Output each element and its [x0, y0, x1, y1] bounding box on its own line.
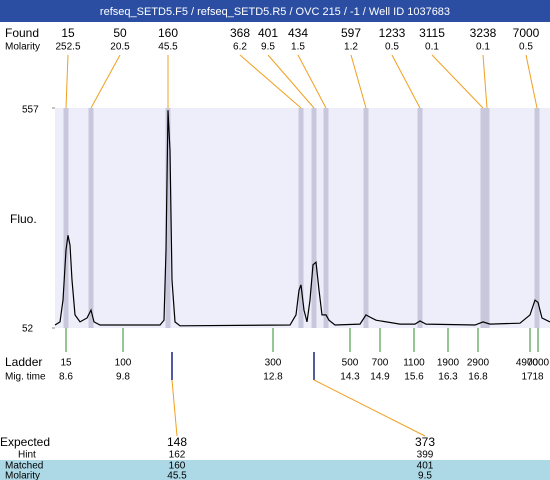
found-label: Found — [5, 26, 39, 40]
ladder-size: 100 — [115, 358, 132, 369]
peak-leader — [482, 54, 488, 109]
peak-band — [88, 108, 94, 328]
ladder-time: 14.3 — [340, 372, 360, 383]
found-size: 434 — [288, 26, 308, 40]
mig-time-label: Mig. time — [5, 372, 46, 383]
found-size: 1233 — [379, 26, 406, 40]
trace — [54, 110, 550, 327]
ladder-size: 1100 — [403, 358, 425, 369]
ladder-size: 700 — [372, 358, 389, 369]
found-molarity: 0.5 — [519, 42, 533, 53]
found-size: 160 — [158, 26, 178, 40]
found-molarity: 1.2 — [344, 42, 358, 53]
peak-leader — [431, 54, 484, 109]
found-molarity: 0.1 — [476, 42, 490, 53]
found-size: 597 — [341, 26, 361, 40]
peak-band — [484, 108, 490, 328]
peak-leader — [297, 54, 327, 109]
expected-size: 148 — [167, 435, 187, 449]
expected-molarity: 45.5 — [167, 471, 187, 480]
found-molarity: 0.5 — [385, 42, 399, 53]
y-label: Fluo. — [10, 212, 37, 226]
peak-band — [417, 108, 423, 328]
peak-band — [298, 108, 304, 328]
molarity-label: Molarity — [5, 42, 40, 53]
peak-band — [165, 108, 171, 328]
found-size: 3238 — [470, 26, 497, 40]
found-size: 7000 — [513, 26, 540, 40]
ladder-time: 15.6 — [404, 372, 424, 383]
ladder-time: 8.6 — [59, 372, 73, 383]
title: refseq_SETD5.F5 / refseq_SETD5.R5 / OVC … — [100, 6, 450, 18]
expected-hint: 399 — [417, 450, 434, 461]
peak-leader — [65, 54, 69, 109]
peak-band — [323, 108, 329, 328]
exp-molarity-label: Molarity — [5, 471, 40, 480]
ladder-time: 17 — [521, 372, 533, 383]
ladder-size: 15 — [60, 358, 72, 369]
peak-band — [534, 108, 540, 328]
ladder-size: 1900 — [437, 358, 460, 369]
ladder-size: 2900 — [467, 358, 490, 369]
expected-leader — [313, 379, 426, 437]
ladder-size: 4900 — [516, 358, 539, 369]
peak-leader — [391, 54, 421, 109]
matched-band — [0, 460, 550, 480]
peak-band — [480, 108, 486, 328]
ladder-label: Ladder — [5, 355, 42, 369]
expected-hint: 162 — [169, 450, 186, 461]
found-molarity: 45.5 — [158, 42, 178, 53]
found-size: 15 — [61, 26, 75, 40]
peak-band — [63, 108, 69, 328]
matched-label: Matched — [5, 461, 43, 472]
ladder-time: 12.8 — [263, 372, 283, 383]
found-molarity: 252.5 — [55, 42, 80, 53]
found-size: 368 — [230, 26, 250, 40]
found-size: 401 — [258, 26, 278, 40]
ladder-time: 16.3 — [438, 372, 458, 383]
peak-leader — [267, 54, 315, 109]
expected-leader — [171, 379, 178, 437]
ladder-time: 18 — [532, 372, 544, 383]
peak-leader — [525, 54, 538, 109]
ladder-time: 16.8 — [468, 372, 488, 383]
found-size: 50 — [113, 26, 127, 40]
ladder-size: 7000 — [527, 358, 550, 369]
expected-matched: 401 — [417, 461, 434, 472]
peak-leader — [90, 54, 121, 109]
found-molarity: 20.5 — [110, 42, 130, 53]
ladder-time: 9.8 — [116, 372, 130, 383]
peak-leader — [350, 54, 367, 109]
expected-matched: 160 — [169, 461, 186, 472]
found-molarity: 9.5 — [261, 42, 275, 53]
ladder-time: 14.9 — [370, 372, 390, 383]
expected-size: 373 — [415, 435, 435, 449]
ladder-size: 500 — [342, 358, 359, 369]
expected-label: Expected — [0, 435, 50, 449]
y-tick-label: 557 — [22, 105, 39, 116]
title-bar — [0, 0, 550, 22]
expected-molarity: 9.5 — [418, 471, 432, 480]
hint-label: Hint — [18, 450, 36, 461]
peak-leader — [239, 54, 302, 109]
peak-band — [363, 108, 369, 328]
ladder-size: 300 — [265, 358, 282, 369]
found-molarity: 6.2 — [233, 42, 247, 53]
found-molarity: 0.1 — [425, 42, 439, 53]
peak-band — [311, 108, 317, 328]
found-size: 3115 — [419, 26, 445, 40]
y-tick-label: 52 — [22, 324, 34, 335]
found-molarity: 1.5 — [291, 42, 305, 53]
